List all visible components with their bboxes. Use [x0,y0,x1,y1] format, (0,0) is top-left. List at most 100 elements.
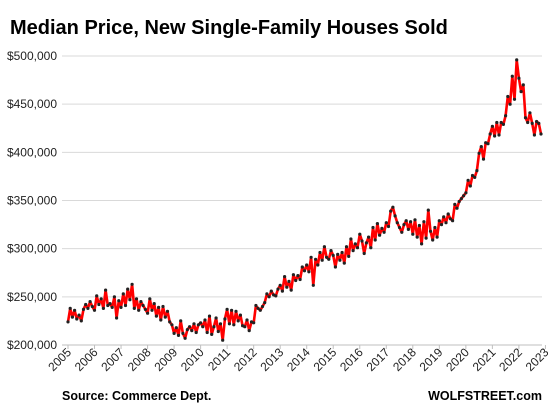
x-tick-label: 2010 [178,345,207,374]
data-point [88,300,92,304]
data-point [280,289,284,293]
y-tick-label: $350,000 [7,194,57,208]
data-point [300,265,304,269]
data-point [409,220,413,224]
data-point [466,178,470,182]
data-point [163,315,167,319]
data-point [477,151,481,155]
data-point [152,302,156,306]
y-tick-label: $450,000 [7,97,57,111]
data-point [415,235,419,239]
data-point [146,311,150,315]
data-point [201,325,205,329]
data-point [291,273,295,277]
data-point [106,303,110,308]
data-point [437,219,441,223]
series-median-price [66,58,543,342]
data-point [481,157,486,161]
data-point [389,209,393,213]
data-point [245,318,249,322]
x-tick-label: 2017 [364,345,393,374]
data-point [126,287,130,291]
data-point [172,331,176,335]
data-point [247,329,251,333]
data-point [137,308,141,312]
data-point [79,319,83,323]
data-point [426,208,430,212]
x-tick-label: 2006 [72,345,101,374]
data-point [150,308,154,312]
data-point [134,297,139,301]
data-point [311,283,315,287]
data-point [258,308,262,312]
data-point [101,306,105,310]
data-point [342,261,346,265]
data-point [468,184,472,188]
x-tick-label: 2008 [125,345,154,374]
data-point [265,292,269,296]
data-point [148,297,152,301]
data-point [232,323,236,327]
data-point [185,328,189,332]
x-tick-label: 2014 [284,345,313,374]
data-point [252,321,256,325]
source-note: Source: Commerce Dept. [62,389,212,403]
data-point [380,226,384,230]
data-point [506,94,510,99]
data-point [216,329,220,334]
brand-label: WOLFSTREET.com [428,389,542,403]
data-point [435,235,439,239]
data-point [112,295,116,299]
data-point [464,191,468,195]
data-point [351,249,355,253]
data-point [371,225,375,230]
data-point [283,275,287,279]
x-tick-label: 2016 [337,345,366,374]
data-point [329,249,333,253]
data-point [199,321,203,325]
data-point [499,120,503,125]
y-tick-label: $500,000 [7,49,57,63]
data-point [305,263,309,267]
data-point [532,133,537,137]
data-point [411,232,415,236]
data-point [210,332,214,336]
data-point [528,111,532,115]
data-point [537,121,541,125]
data-point [165,309,170,313]
data-point [181,331,185,335]
data-point [84,302,88,307]
data-point [322,245,326,249]
data-point [362,251,366,256]
data-point [386,224,391,229]
data-point [66,320,70,324]
x-tick-label: 2020 [443,345,472,374]
data-point [406,227,410,231]
data-point [117,299,121,303]
data-point [75,317,79,321]
data-point [325,255,329,259]
data-point [287,279,291,283]
x-tick-label: 2019 [417,345,446,374]
data-point [497,133,501,137]
data-point [212,325,216,329]
data-point [453,202,457,206]
data-point [417,223,421,228]
data-point [294,278,298,283]
data-point [309,255,313,259]
data-point [274,294,278,298]
data-point [176,333,181,337]
grid-lines [62,55,542,346]
data-point [501,122,505,126]
data-point [188,325,192,329]
data-point [296,274,300,278]
data-point [234,309,238,313]
y-tick-label: $250,000 [7,290,57,304]
data-point [227,322,231,326]
data-point [254,303,258,308]
data-point [110,305,114,309]
data-point [179,319,183,323]
data-point [490,124,494,128]
data-point [530,121,534,125]
